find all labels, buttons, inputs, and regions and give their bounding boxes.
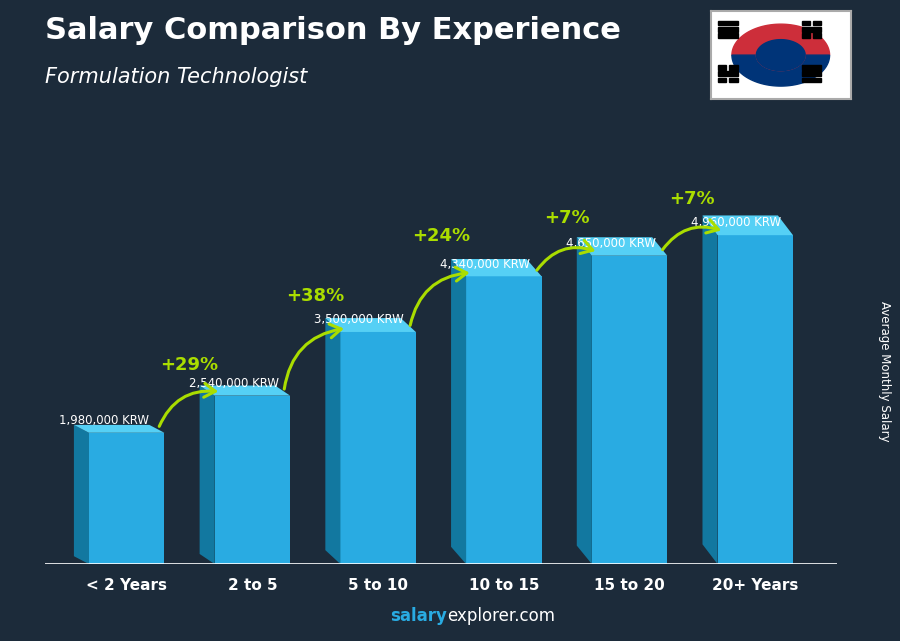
- Text: +38%: +38%: [286, 287, 345, 306]
- Bar: [813, 21, 821, 26]
- Polygon shape: [74, 425, 89, 564]
- Bar: [718, 28, 737, 31]
- Text: Average Monthly Salary: Average Monthly Salary: [878, 301, 891, 442]
- Bar: [718, 78, 726, 82]
- Polygon shape: [451, 259, 466, 564]
- Bar: [718, 72, 737, 76]
- Polygon shape: [592, 256, 667, 564]
- Text: 4,960,000 KRW: 4,960,000 KRW: [691, 217, 781, 229]
- Polygon shape: [466, 276, 542, 564]
- Text: +29%: +29%: [160, 356, 219, 374]
- FancyArrowPatch shape: [284, 324, 341, 389]
- Polygon shape: [577, 237, 592, 564]
- Bar: [802, 21, 810, 26]
- Text: 3,500,000 KRW: 3,500,000 KRW: [314, 313, 404, 326]
- Text: explorer.com: explorer.com: [447, 607, 555, 625]
- Text: +24%: +24%: [412, 227, 470, 245]
- Polygon shape: [200, 385, 290, 395]
- Bar: [802, 28, 821, 31]
- Polygon shape: [451, 259, 542, 276]
- Polygon shape: [200, 385, 215, 564]
- Polygon shape: [325, 318, 340, 564]
- Bar: [813, 33, 821, 38]
- Polygon shape: [89, 433, 165, 564]
- Text: Formulation Technologist: Formulation Technologist: [45, 67, 307, 87]
- Polygon shape: [703, 215, 793, 235]
- Bar: [718, 33, 737, 38]
- Polygon shape: [703, 215, 717, 564]
- Text: 1,980,000 KRW: 1,980,000 KRW: [59, 414, 149, 427]
- Text: +7%: +7%: [670, 190, 716, 208]
- Polygon shape: [756, 40, 806, 71]
- Text: 4,340,000 KRW: 4,340,000 KRW: [440, 258, 530, 271]
- Bar: [718, 65, 726, 70]
- Bar: [802, 72, 821, 76]
- Text: 4,650,000 KRW: 4,650,000 KRW: [566, 237, 656, 250]
- FancyArrowPatch shape: [159, 383, 215, 426]
- FancyArrowPatch shape: [662, 220, 718, 249]
- Polygon shape: [340, 332, 416, 564]
- Bar: [802, 78, 821, 82]
- Bar: [729, 65, 737, 70]
- Polygon shape: [215, 395, 290, 564]
- Polygon shape: [732, 24, 830, 55]
- Text: 2,540,000 KRW: 2,540,000 KRW: [189, 377, 279, 390]
- Bar: [802, 65, 821, 70]
- Polygon shape: [325, 318, 416, 332]
- FancyArrowPatch shape: [537, 240, 593, 271]
- Text: +7%: +7%: [544, 209, 590, 227]
- Polygon shape: [756, 40, 806, 71]
- FancyArrowPatch shape: [410, 267, 467, 326]
- Polygon shape: [717, 235, 793, 564]
- Bar: [729, 78, 737, 82]
- Bar: [802, 33, 810, 38]
- Polygon shape: [577, 237, 667, 256]
- Polygon shape: [74, 425, 165, 433]
- Text: salary: salary: [391, 607, 447, 625]
- Text: Salary Comparison By Experience: Salary Comparison By Experience: [45, 16, 621, 45]
- Polygon shape: [732, 55, 830, 86]
- Bar: [718, 21, 737, 26]
